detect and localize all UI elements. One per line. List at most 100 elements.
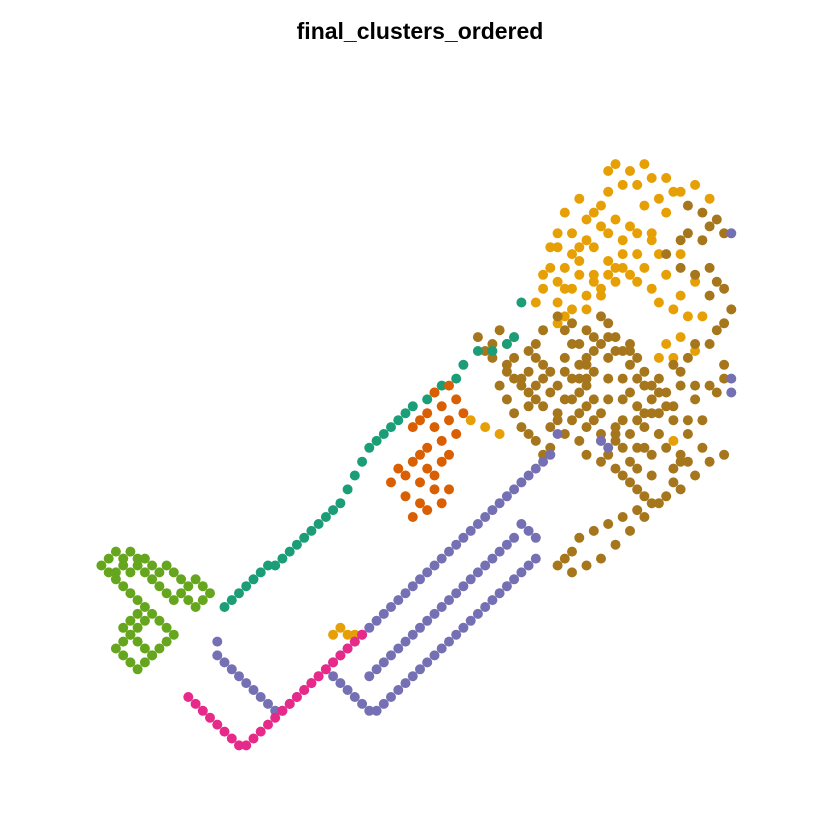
point-6-28	[96, 560, 107, 571]
point-4-31	[364, 622, 375, 633]
point-0-9	[704, 193, 715, 204]
point-6-33	[132, 595, 143, 606]
point-4-76	[364, 671, 375, 682]
point-0-83	[480, 422, 491, 433]
point-6-46	[154, 615, 165, 626]
point-4-22	[429, 560, 440, 571]
point-1-30	[581, 325, 592, 336]
point-1-167	[603, 519, 614, 529]
point-5-16	[241, 740, 252, 751]
point-0-71	[653, 297, 664, 308]
point-0-21	[574, 242, 585, 253]
point-1-10	[690, 269, 701, 280]
point-1-186	[567, 318, 577, 329]
point-0-34	[552, 242, 563, 253]
point-4-74	[378, 657, 389, 668]
point-5-14	[255, 726, 266, 737]
point-1-8	[661, 249, 672, 260]
point-4-89	[444, 636, 454, 647]
point-1-180	[668, 477, 679, 488]
point-0-25	[632, 228, 643, 239]
point-1-131	[581, 449, 592, 460]
cluster-series-0	[328, 159, 715, 640]
point-1-79	[675, 380, 686, 391]
point-6-36	[125, 615, 136, 626]
point-4-8	[530, 463, 541, 474]
point-1-184	[581, 359, 592, 370]
point-1-118	[697, 442, 708, 453]
point-0-23	[603, 228, 614, 239]
point-0-8	[690, 179, 701, 190]
point-1-170	[567, 546, 577, 557]
point-6-29	[103, 567, 114, 578]
point-0-68	[646, 283, 657, 294]
point-0-19	[552, 228, 563, 239]
point-4-46	[255, 692, 266, 702]
point-0-61	[530, 297, 541, 308]
point-4-78	[523, 560, 534, 571]
point-1-175	[596, 553, 606, 564]
point-1-40	[574, 359, 585, 370]
point-4-90	[436, 643, 447, 654]
point-1-90	[538, 401, 549, 412]
point-2-19	[342, 484, 353, 495]
point-0-52	[552, 297, 563, 308]
point-1-164	[646, 498, 657, 509]
point-4-30	[371, 615, 382, 626]
point-0-3	[639, 159, 650, 170]
point-5-15	[248, 733, 259, 744]
point-0-17	[581, 214, 592, 225]
point-1-20	[682, 352, 693, 363]
point-0-47	[596, 283, 606, 294]
cluster-series-1	[472, 200, 737, 578]
point-0-12	[617, 179, 628, 190]
point-1-67	[625, 387, 635, 398]
point-6-50	[125, 629, 136, 640]
point-2-31	[255, 567, 266, 578]
point-1-23	[653, 373, 664, 384]
point-6-43	[161, 636, 172, 647]
point-0-35	[545, 262, 556, 273]
point-1-111	[617, 442, 628, 453]
point-4-4	[603, 442, 614, 453]
point-0-22	[588, 242, 599, 253]
point-0-39	[603, 256, 614, 266]
point-0-10	[653, 193, 664, 204]
point-1-179	[653, 498, 664, 509]
point-1-143	[501, 359, 512, 370]
point-0-89	[342, 629, 353, 640]
point-0-46	[610, 276, 621, 287]
cluster-series-3	[386, 380, 469, 522]
point-5-13	[263, 719, 273, 730]
point-0-72	[675, 290, 686, 301]
point-2-3	[487, 346, 498, 356]
point-1-82	[632, 415, 643, 426]
point-0-73	[690, 276, 701, 287]
point-4-47	[248, 685, 259, 695]
point-1-68	[632, 401, 643, 412]
point-4-1	[726, 373, 737, 384]
point-0-7	[675, 186, 686, 197]
point-1-34	[617, 346, 628, 356]
point-0-45	[625, 269, 635, 280]
point-1-117	[682, 456, 693, 467]
point-5-18	[226, 733, 237, 744]
point-2-13	[386, 422, 396, 433]
point-0-74	[668, 304, 679, 315]
cluster-series-2	[219, 297, 527, 612]
point-1-25	[632, 352, 643, 363]
point-4-101	[357, 698, 368, 709]
point-5-0	[357, 629, 368, 640]
point-1-69	[639, 408, 650, 419]
point-1-71	[661, 387, 672, 398]
point-6-48	[139, 615, 150, 626]
point-4-12	[501, 491, 512, 502]
point-1-51	[494, 325, 505, 336]
point-2-17	[357, 456, 368, 467]
point-2-7	[436, 380, 447, 391]
point-2-33	[241, 581, 252, 592]
point-4-24	[415, 574, 425, 585]
point-5-17	[234, 740, 244, 751]
point-6-40	[139, 643, 150, 654]
point-3-28	[422, 505, 433, 516]
